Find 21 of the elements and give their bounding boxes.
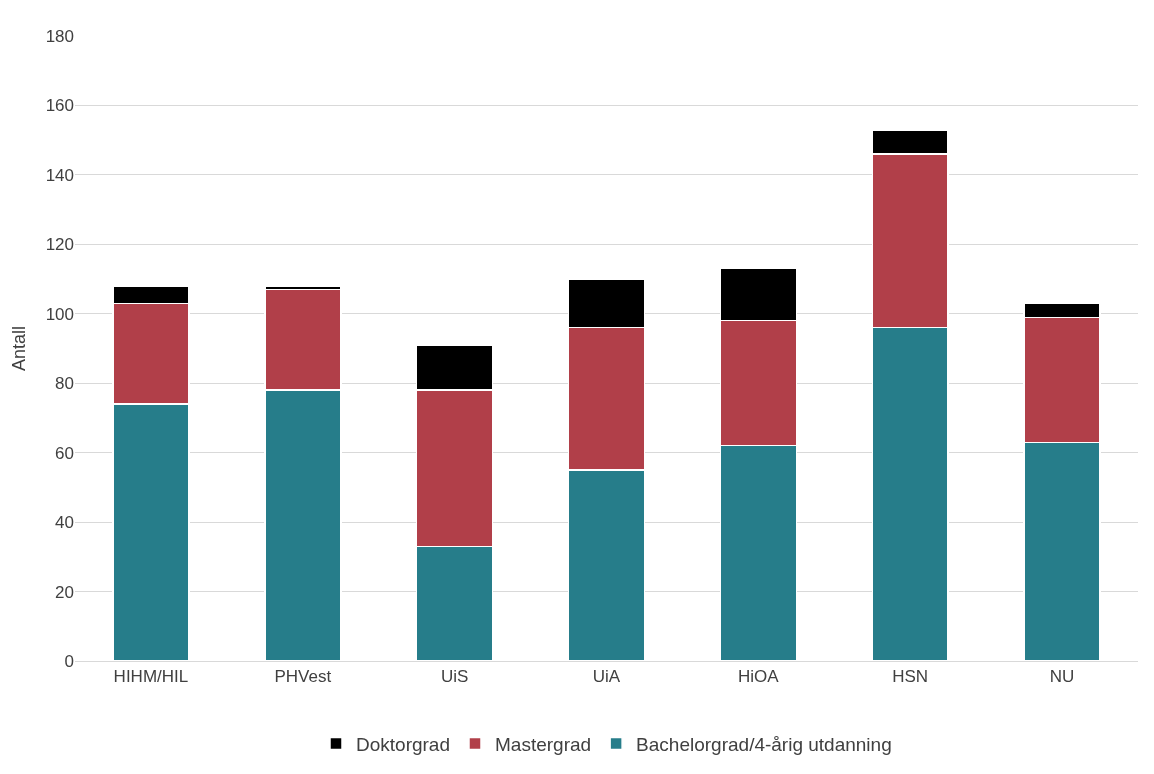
y-tick-label: 60 (55, 443, 74, 463)
y-tick-label: 40 (55, 513, 74, 533)
y-tick-label: 80 (55, 374, 74, 394)
x-tick-label: PHVest (274, 667, 332, 687)
y-tick-label: 0 (64, 651, 74, 671)
legend-label: Doktorgrad (356, 733, 450, 755)
y-tick-label: 100 (45, 304, 74, 324)
x-tick-label: NU (1049, 667, 1075, 687)
y-tick-label: 180 (45, 26, 74, 46)
y-axis-title: Antall (8, 325, 29, 372)
y-tick-label: 160 (45, 96, 74, 116)
legend-label: Mastergrad (495, 733, 592, 755)
y-tick-label: 20 (55, 582, 74, 602)
legend-label: Bachelorgrad/4-årig utdanning (636, 733, 892, 755)
x-tick-label: HIHM/HIL (113, 667, 189, 687)
x-tick-label: UiS (440, 667, 469, 687)
y-tick-label: 120 (45, 235, 74, 255)
x-tick-label: HiOA (738, 667, 780, 687)
y-tick-label: 140 (45, 165, 74, 185)
x-tick-label: HSN (892, 667, 929, 687)
x-tick-label: UiA (592, 667, 621, 687)
